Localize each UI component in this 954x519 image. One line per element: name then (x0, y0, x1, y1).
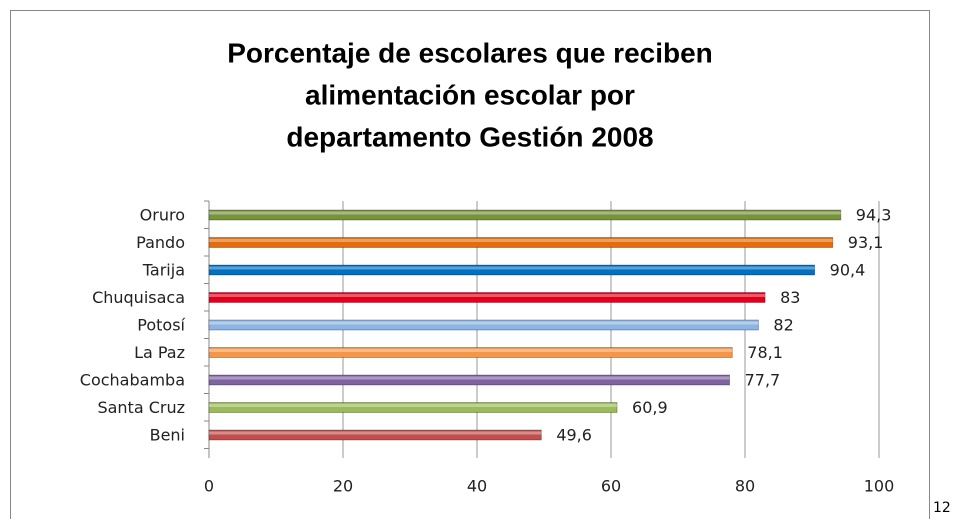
value-label: 94,3 (856, 206, 892, 225)
chart-title: alimentación escolar por (305, 79, 635, 110)
x-tick-label: 60 (601, 477, 621, 496)
value-label: 83 (780, 288, 800, 307)
chart-title: departamento Gestión 2008 (286, 121, 653, 152)
bar-highlight (209, 266, 815, 270)
y-tick-label: Potosí (137, 316, 185, 335)
y-tick-label: Chuquisaca (92, 288, 185, 307)
y-tick-label: Tarija (142, 261, 185, 280)
value-label: 77,7 (745, 371, 781, 390)
value-label: 93,1 (848, 233, 884, 252)
value-label: 60,9 (632, 398, 668, 417)
bar-highlight (209, 294, 766, 297)
x-tick-label: 80 (735, 477, 755, 496)
y-tick-label: Pando (136, 233, 185, 252)
bar-highlight (209, 349, 733, 352)
bar (208, 209, 842, 221)
x-tick-label: 100 (864, 477, 895, 496)
y-tick-label: La Paz (134, 343, 185, 362)
value-label: 78,1 (747, 343, 783, 362)
bar (208, 319, 759, 331)
bar (208, 429, 542, 441)
bar-highlight (209, 239, 833, 242)
page-number: 12 (933, 500, 951, 516)
bar-highlight (209, 404, 618, 407)
bar-highlight (209, 376, 730, 380)
chart-title: Porcentaje de escolares que reciben (227, 37, 713, 68)
x-tick-label: 40 (467, 477, 487, 496)
bar (208, 402, 618, 413)
bar (208, 374, 730, 386)
bar-highlight (209, 211, 841, 215)
y-tick-label: Santa Cruz (97, 398, 185, 417)
value-label: 49,6 (556, 426, 592, 445)
x-tick-label: 0 (204, 477, 214, 496)
y-tick-label: Beni (150, 426, 185, 445)
bar (208, 347, 733, 358)
value-label: 82 (773, 316, 793, 335)
bar (208, 237, 834, 248)
bar-highlight (209, 321, 759, 325)
x-tick-label: 20 (333, 477, 353, 496)
bar (208, 264, 816, 276)
bar-highlight (209, 431, 542, 435)
value-label: 90,4 (830, 261, 866, 280)
bar (208, 292, 766, 303)
y-tick-label: Oruro (140, 206, 185, 225)
y-tick-label: Cochabamba (80, 371, 185, 390)
